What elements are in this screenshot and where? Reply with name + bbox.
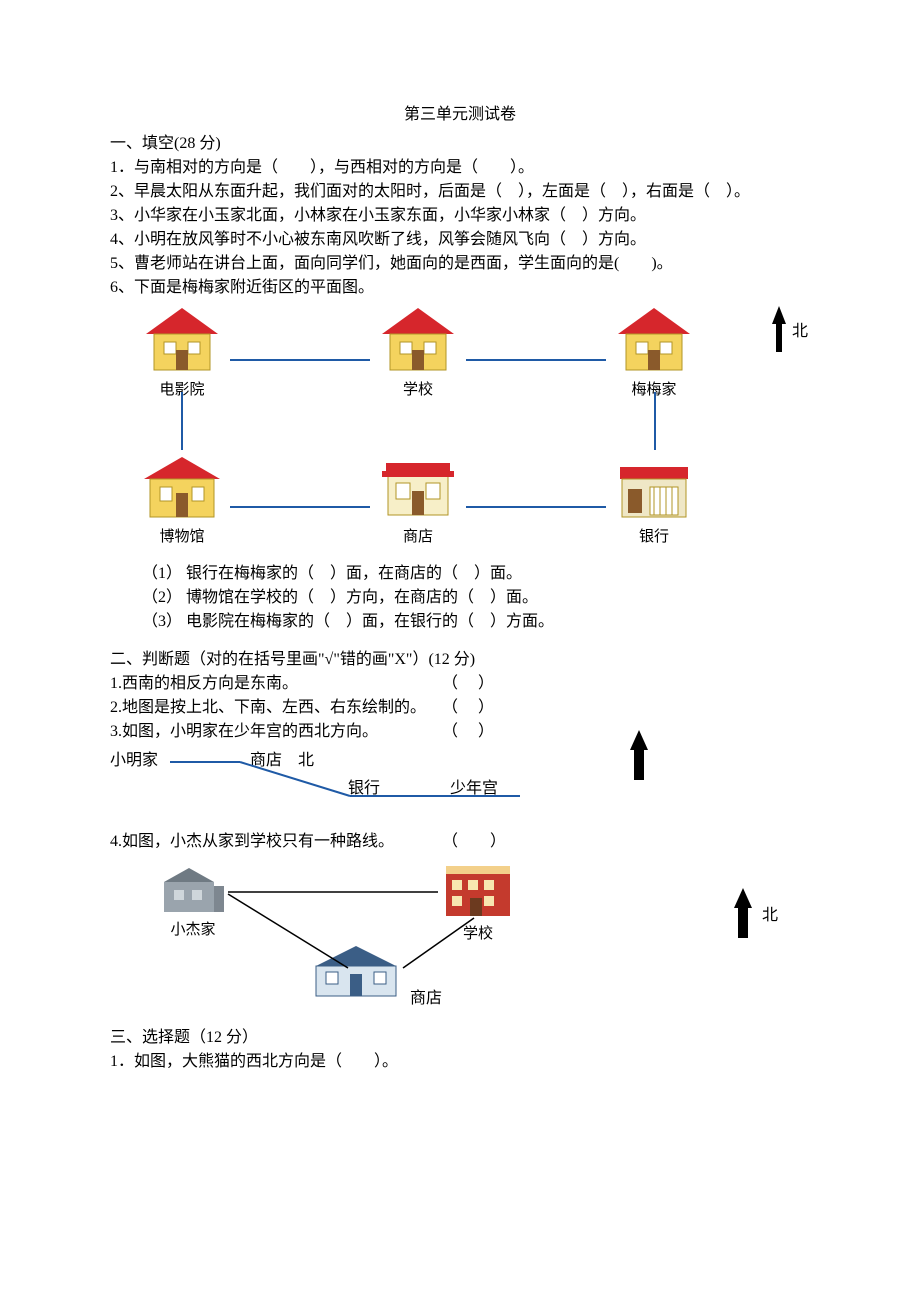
map-node-museum: 博物馆 xyxy=(138,453,226,546)
section2-heading: 二、判断题（对的在括号里画"√"错的画"X"）(12 分) xyxy=(110,648,810,672)
map-node-bank: 银行 xyxy=(610,453,698,546)
q1-6: 6、下面是梅梅家附近街区的平面图。 xyxy=(110,276,810,300)
q1-6-3: （3） 电影院在梅梅家的（ ）面，在银行的（ ）方面。 xyxy=(110,610,810,634)
q1-3: 3、小华家在小玉家北面，小林家在小玉家东面，小华家小林家（ ）方向。 xyxy=(110,204,810,228)
q2-4: 4.如图，小杰从家到学校只有一种路线。 （ ） xyxy=(110,830,810,854)
map-node-meimei: 梅梅家 xyxy=(610,306,698,399)
q1-6-2: （2） 博物馆在学校的（ ）方向，在商店的（ ）面。 xyxy=(110,586,810,610)
q2-4-diagram: 小杰家 学校 商店 北 xyxy=(138,858,698,1018)
q1-2: 2、早晨太阳从东面升起，我们面对的太阳时，后面是（ ），左面是（ ），右面是（ … xyxy=(110,180,810,204)
q2-3-diagram: 小明家 商店 北 银行 少年宫 xyxy=(110,746,810,816)
section1-heading: 一、填空(28 分) xyxy=(110,132,810,156)
page-title: 第三单元测试卷 xyxy=(110,100,810,124)
map-node-shop: 商店 xyxy=(374,453,462,546)
q2-2: 2.地图是按上北、下南、左西、右东绘制的。 （ ） xyxy=(110,696,810,720)
q3-1: 1．如图，大熊猫的西北方向是（ ）。 xyxy=(110,1050,810,1074)
map-diagram: 北 电影院 学校 梅梅家 博物馆 xyxy=(138,306,738,546)
q1-1: 1．与南相对的方向是（ ），与西相对的方向是（ ）。 xyxy=(110,156,810,180)
q1-4: 4、小明在放风筝时不小心被东南风吹断了线，风筝会随风飞向（ ）方向。 xyxy=(110,228,810,252)
north-label: 北 xyxy=(792,317,808,341)
q2-1: 1.西南的相反方向是东南。 （ ） xyxy=(110,672,810,696)
q1-6-1: （1） 银行在梅梅家的（ ）面，在商店的（ ）面。 xyxy=(110,562,810,586)
section3-heading: 三、选择题（12 分） xyxy=(110,1026,810,1050)
map-node-cinema: 电影院 xyxy=(138,306,226,399)
q1-5: 5、曹老师站在讲台上面，面向同学们，她面向的是西面，学生面向的是( )。 xyxy=(110,252,810,276)
map-node-school: 学校 xyxy=(374,306,462,399)
q2-3: 3.如图，小明家在少年宫的西北方向。 （ ） xyxy=(110,720,810,744)
